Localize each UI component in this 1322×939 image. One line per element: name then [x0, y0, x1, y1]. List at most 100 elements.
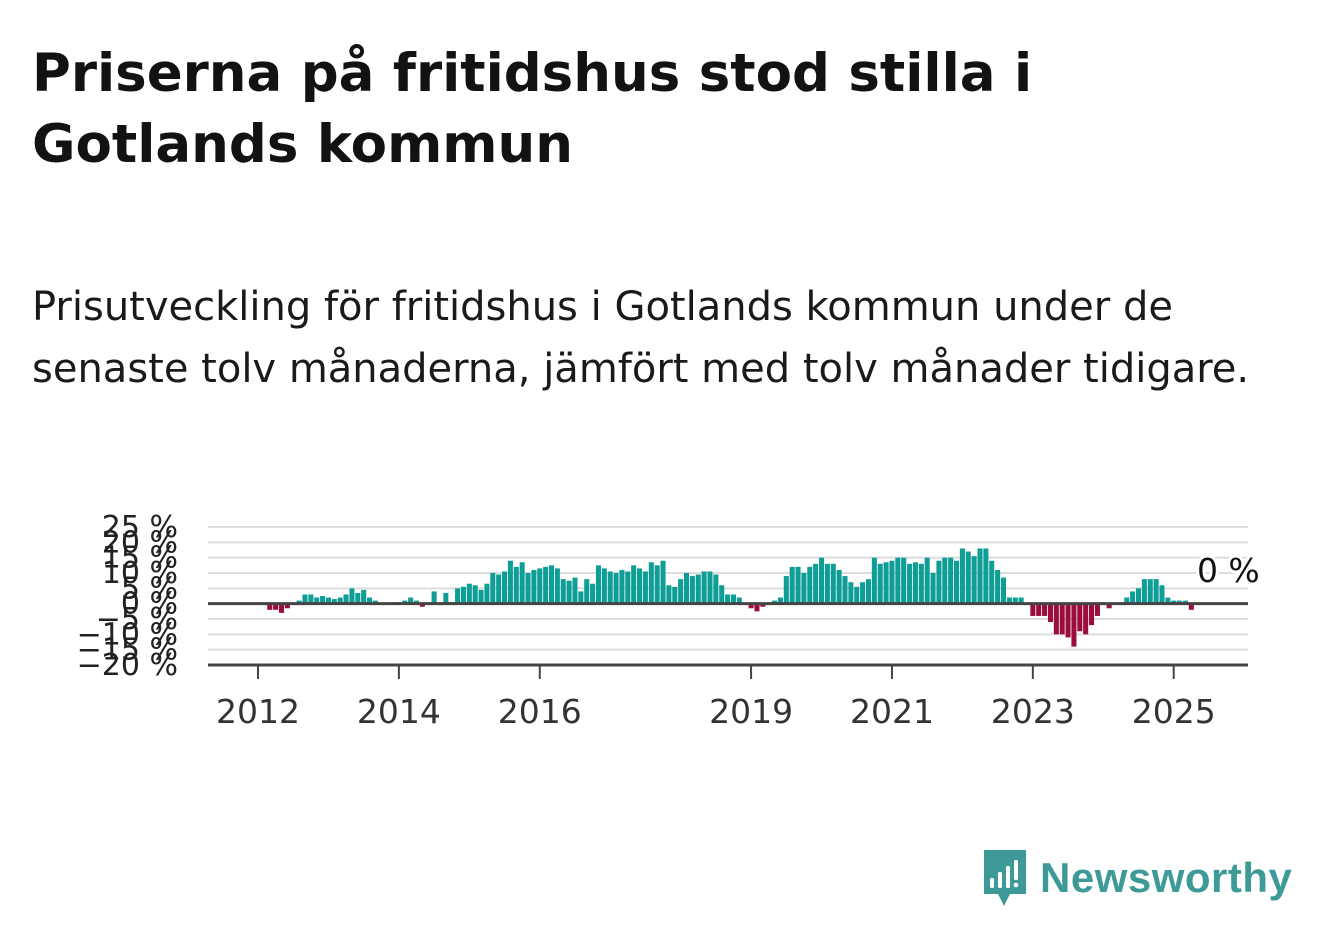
bar: [355, 592, 361, 604]
bar: [730, 594, 736, 604]
bar: [1089, 603, 1095, 626]
bar: [507, 560, 513, 604]
bar: [1047, 603, 1053, 623]
bar: [719, 585, 725, 604]
bars: [267, 548, 1194, 647]
y-tick-label: −20 %: [77, 648, 178, 683]
bar: [748, 603, 754, 609]
bar: [267, 603, 273, 610]
bar: [648, 562, 654, 604]
bar: [989, 560, 995, 604]
bar: [613, 573, 619, 604]
bar: [1053, 603, 1059, 635]
bar: [777, 597, 783, 604]
bar: [543, 566, 549, 604]
bar: [754, 603, 760, 612]
bar: [1188, 603, 1194, 610]
bar: [965, 551, 971, 604]
bar: [578, 591, 584, 604]
bar: [954, 560, 960, 604]
bar: [478, 589, 484, 604]
bar: [772, 600, 778, 604]
bar: [959, 548, 965, 604]
bar: [660, 560, 666, 604]
bar: [912, 562, 918, 604]
bar: [308, 594, 314, 604]
bar: [995, 569, 1001, 604]
bar: [1147, 579, 1153, 604]
bar: [1065, 603, 1071, 638]
axes: [208, 602, 1248, 679]
bar: [1106, 603, 1112, 609]
bar: [519, 562, 525, 604]
grid-lines: [208, 526, 1248, 651]
bar: [1171, 600, 1177, 604]
bar: [683, 573, 690, 604]
bar: [865, 579, 872, 604]
bar: [637, 568, 643, 604]
bar: [901, 557, 907, 604]
bar: [484, 583, 490, 604]
bar: [537, 568, 543, 604]
bar: [789, 566, 795, 604]
bar: [343, 594, 349, 604]
bar: [1130, 591, 1136, 604]
bar: [1059, 603, 1065, 635]
bar: [1153, 579, 1159, 604]
bar: [918, 563, 924, 604]
bar: [672, 586, 678, 604]
bar: [854, 586, 860, 604]
bar: [1042, 603, 1048, 616]
bar: [413, 600, 420, 604]
bar: [1135, 588, 1142, 604]
bar: [860, 582, 866, 604]
bar: [948, 557, 954, 604]
bar: [971, 556, 977, 604]
bar: [830, 563, 836, 604]
bar: [314, 597, 320, 604]
bar: [642, 571, 648, 604]
y-tick-label: −5 %: [96, 602, 178, 637]
newsworthy-brand: Newsworthy: [980, 848, 1292, 908]
bar: [372, 600, 378, 604]
y-tick-label: 25 %: [102, 510, 178, 545]
bar: [325, 597, 331, 604]
bar: [584, 579, 590, 604]
y-tick-label: 15 %: [102, 541, 178, 576]
bar: [1071, 603, 1077, 647]
bar: [337, 597, 343, 604]
bar: [631, 565, 637, 604]
bar: [302, 594, 308, 604]
bar: [402, 600, 408, 604]
bar: [813, 563, 819, 604]
axis-labels: 25 %20 %15 %10 %5 %0 %−5 %−10 %−15 %−20 …: [77, 510, 1263, 731]
bar: [1165, 597, 1171, 604]
bar: [701, 571, 707, 604]
bar: [1159, 585, 1165, 604]
bar: [296, 600, 302, 604]
y-tick-label: 0 %: [121, 587, 178, 622]
bar: [367, 597, 373, 604]
bar: [572, 577, 578, 604]
bar: [1094, 603, 1100, 616]
last-value-annotation: 0 %: [1197, 551, 1260, 590]
bar: [548, 565, 555, 604]
bar-chart: 25 %20 %15 %10 %5 %0 %−5 %−10 %−15 %−20 …: [77, 510, 1263, 731]
bar: [836, 569, 842, 604]
bar: [783, 576, 789, 604]
chart-subtitle: Prisutveckling för fritidshus i Gotlands…: [32, 284, 1250, 392]
bar: [460, 586, 466, 604]
bar: [560, 579, 566, 604]
bar: [1177, 600, 1183, 604]
bar: [278, 603, 285, 613]
bar: [595, 565, 601, 604]
bar: [707, 571, 713, 604]
bar: [936, 560, 942, 604]
bar: [466, 583, 472, 604]
bar: [795, 566, 801, 604]
x-tick-label: 2023: [991, 692, 1075, 731]
y-tick-label: −15 %: [77, 633, 178, 668]
y-tick-label: 20 %: [102, 525, 178, 560]
bar: [736, 597, 742, 604]
bar: [443, 592, 449, 604]
